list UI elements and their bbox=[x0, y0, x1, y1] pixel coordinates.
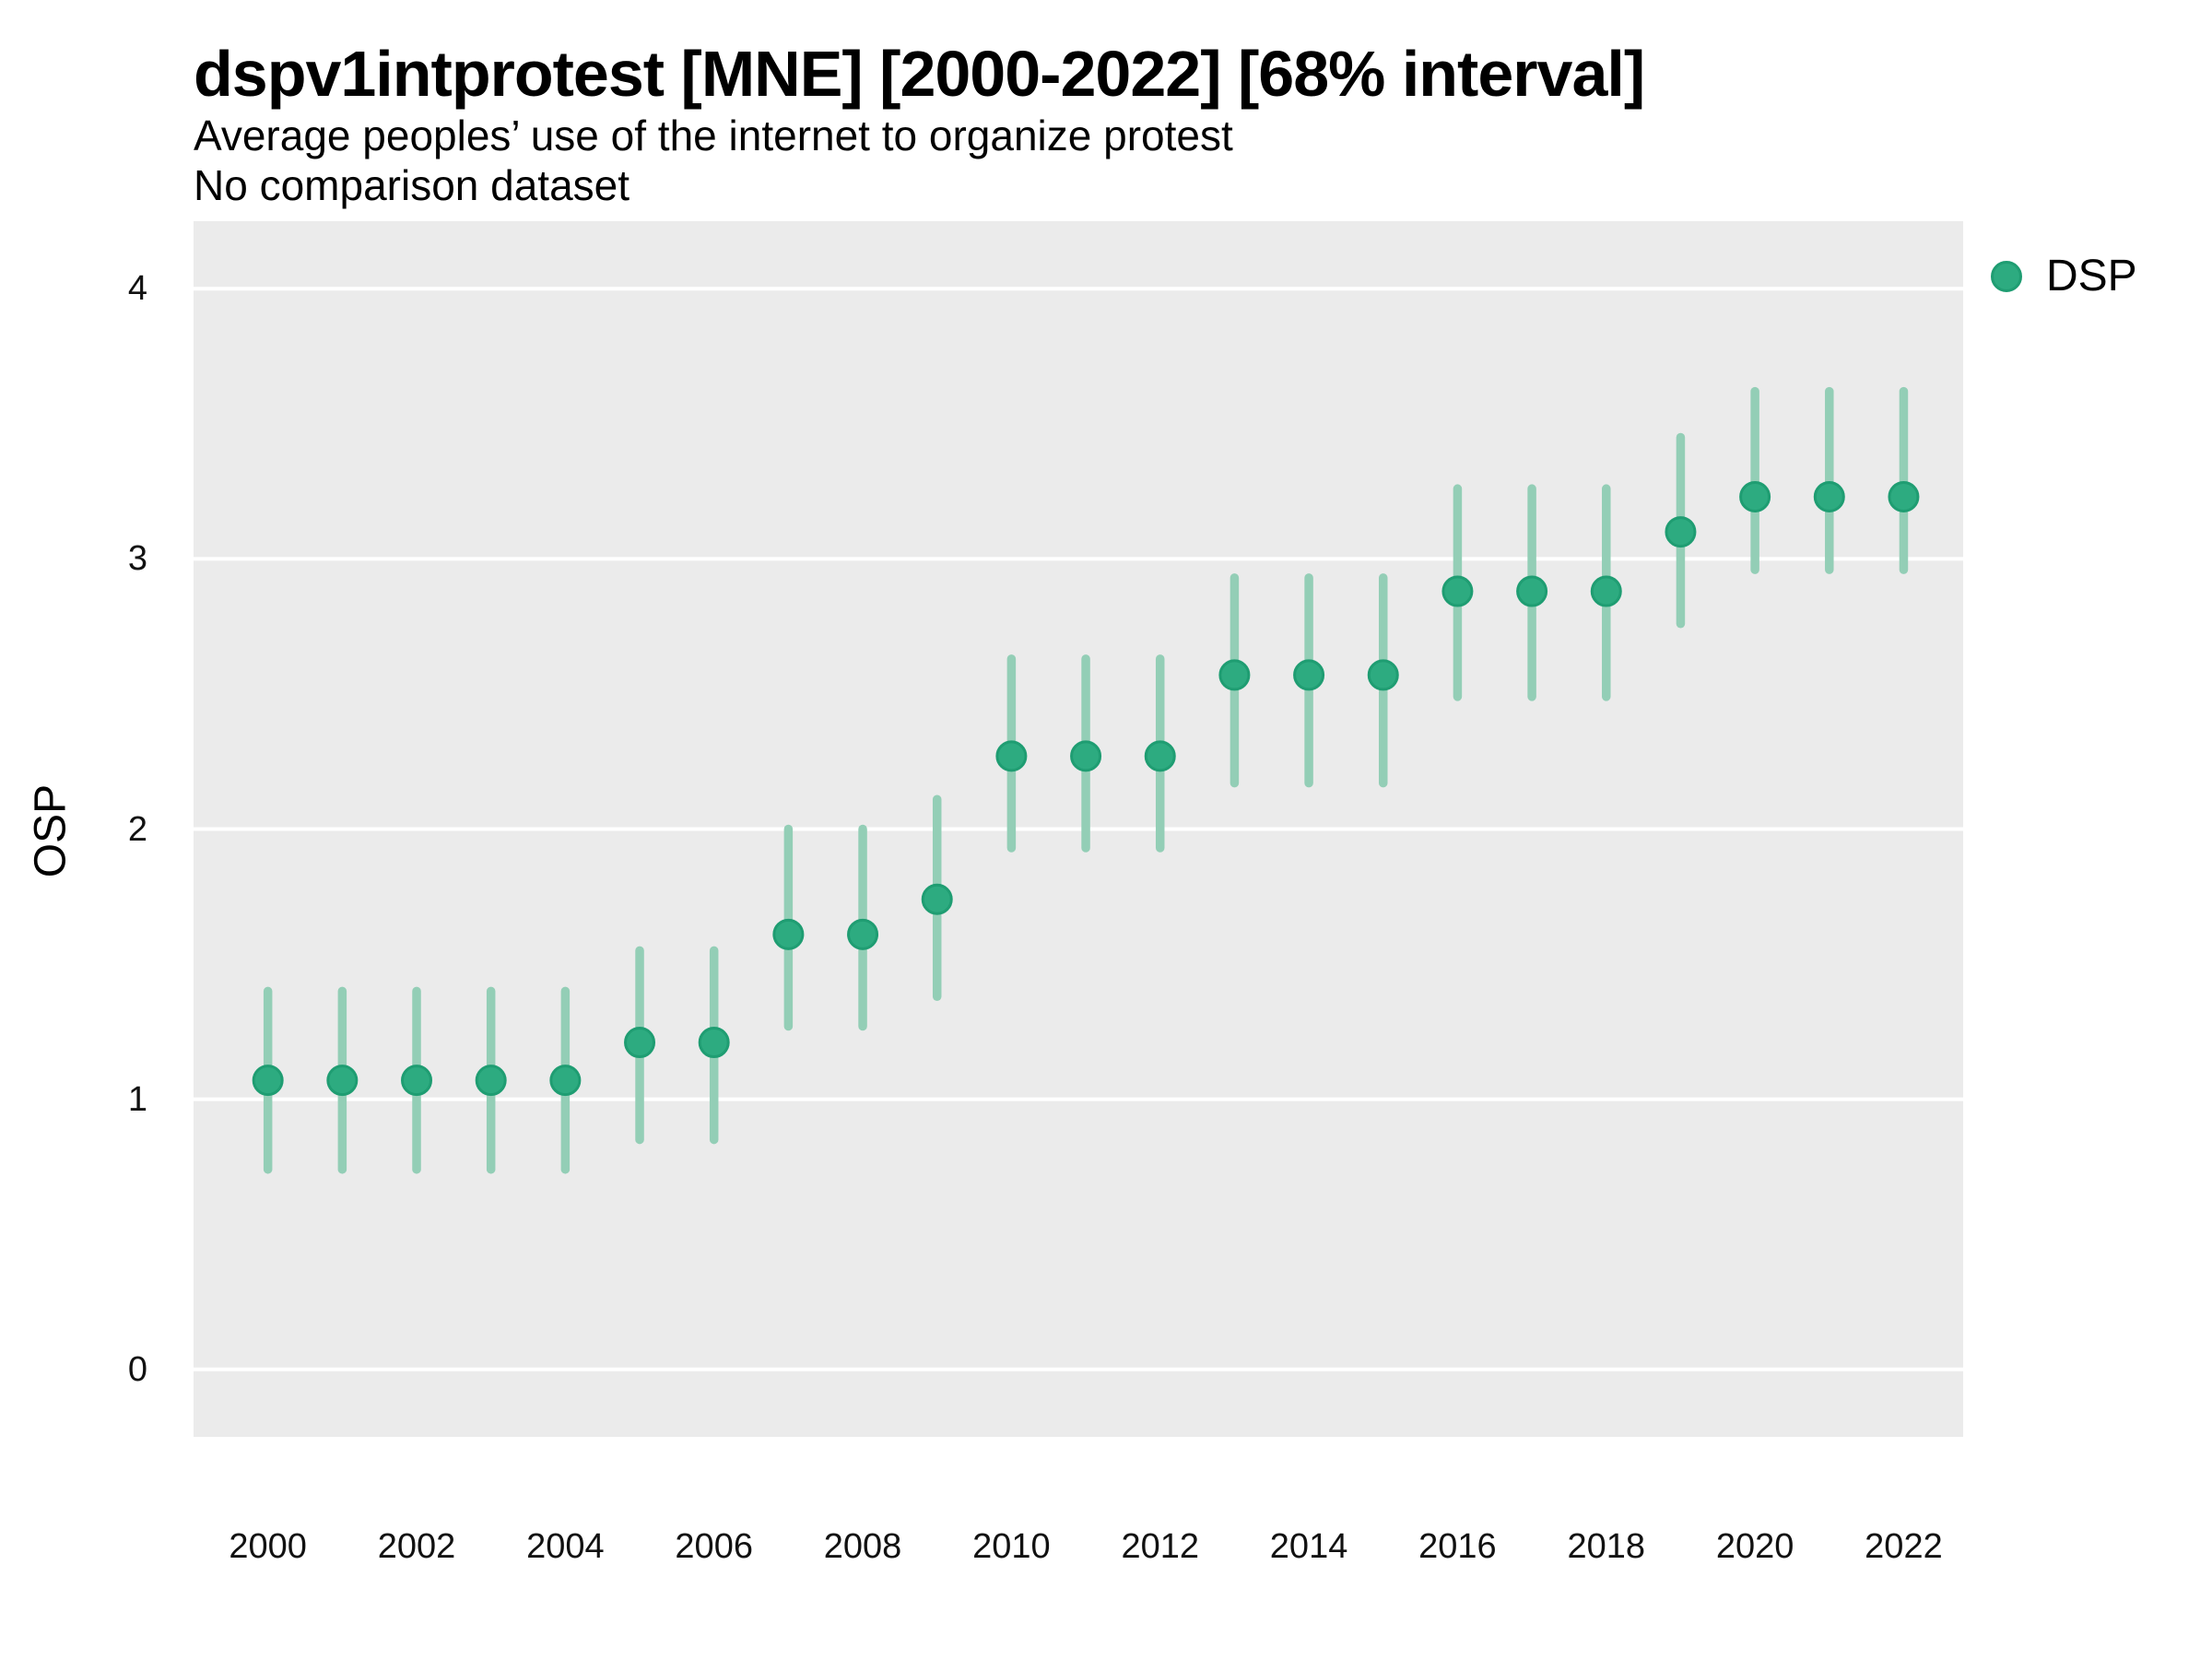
chart-note: No comparison dataset bbox=[194, 161, 630, 209]
x-tick-label-2022: 2022 bbox=[1865, 1527, 1943, 1566]
point-2008 bbox=[847, 918, 879, 950]
x-tick-label-2018: 2018 bbox=[1567, 1527, 1646, 1566]
point-2020 bbox=[1739, 480, 1771, 512]
point-2014 bbox=[1293, 659, 1325, 691]
point-2015 bbox=[1367, 659, 1399, 691]
point-2010 bbox=[995, 740, 1028, 772]
point-2011 bbox=[1070, 740, 1102, 772]
point-2016 bbox=[1441, 575, 1474, 607]
x-tick-label-2020: 2020 bbox=[1715, 1527, 1794, 1566]
y-tick-label-1: 1 bbox=[127, 1079, 147, 1119]
point-2001 bbox=[326, 1065, 359, 1097]
point-2018 bbox=[1590, 575, 1622, 607]
x-tick-label-2014: 2014 bbox=[1269, 1527, 1348, 1566]
x-tick-label-2012: 2012 bbox=[1121, 1527, 1199, 1566]
legend: DSP bbox=[1991, 249, 2137, 304]
y-tick-label-4: 4 bbox=[127, 269, 147, 309]
x-tick-label-2006: 2006 bbox=[675, 1527, 753, 1566]
y-axis-title: OSP bbox=[26, 783, 76, 878]
point-2007 bbox=[772, 918, 805, 950]
chart-subtitle: Average peoples’ use of the internet to … bbox=[194, 112, 1233, 159]
point-2009 bbox=[921, 883, 953, 915]
chart-title: dspv1intprotest [MNE] [2000-2022] [68% i… bbox=[194, 38, 1645, 110]
x-tick-label-2016: 2016 bbox=[1418, 1527, 1497, 1566]
x-tick-label-2008: 2008 bbox=[823, 1527, 902, 1566]
y-tick-label-2: 2 bbox=[127, 809, 147, 849]
point-2022 bbox=[1888, 480, 1920, 512]
point-2006 bbox=[698, 1027, 730, 1059]
point-2004 bbox=[549, 1065, 582, 1097]
x-tick-label-2004: 2004 bbox=[526, 1527, 605, 1566]
point-2017 bbox=[1516, 575, 1548, 607]
point-2013 bbox=[1218, 659, 1251, 691]
y-tick-label-0: 0 bbox=[127, 1349, 147, 1389]
point-2012 bbox=[1144, 740, 1176, 772]
x-tick-label-2002: 2002 bbox=[377, 1527, 456, 1566]
plot-area bbox=[194, 221, 1963, 1437]
x-tick-label-2000: 2000 bbox=[229, 1527, 307, 1566]
point-2005 bbox=[624, 1027, 656, 1059]
x-tick-label-2010: 2010 bbox=[972, 1527, 1051, 1566]
plot-area-svg bbox=[194, 287, 1963, 1371]
point-2002 bbox=[401, 1065, 433, 1097]
point-2000 bbox=[252, 1065, 284, 1097]
legend-point-icon bbox=[1991, 261, 2022, 292]
point-2021 bbox=[1813, 480, 1845, 512]
point-2003 bbox=[475, 1065, 507, 1097]
y-tick-label-3: 3 bbox=[127, 539, 147, 579]
legend-label-dsp: DSP bbox=[2046, 252, 2137, 300]
point-2019 bbox=[1665, 516, 1697, 548]
